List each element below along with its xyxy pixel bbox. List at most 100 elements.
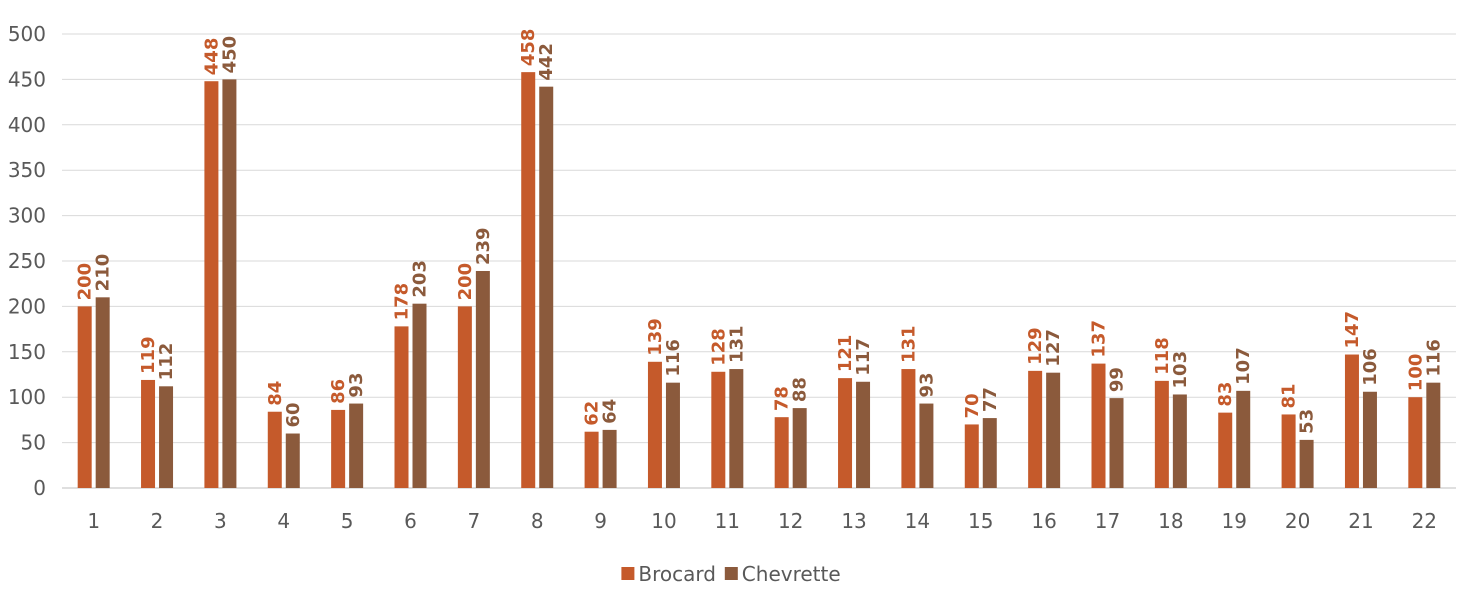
bar-chevrette-11 <box>729 369 744 488</box>
y-tick-label: 350 <box>8 158 46 182</box>
x-tick-label: 6 <box>404 509 417 533</box>
data-label-brocard-9: 62 <box>582 401 603 426</box>
x-tick-label: 18 <box>1158 509 1183 533</box>
bar-chevrette-14 <box>919 403 934 488</box>
data-label-brocard-21: 147 <box>1342 311 1363 349</box>
bar-chevrette-2 <box>159 386 174 488</box>
x-tick-label: 17 <box>1095 509 1120 533</box>
bar-chevrette-3 <box>222 79 237 489</box>
data-label-chevrette-22: 116 <box>1423 339 1444 377</box>
data-label-brocard-17: 137 <box>1089 320 1110 358</box>
bar-brocard-19 <box>1218 412 1233 488</box>
data-label-brocard-15: 70 <box>962 393 983 418</box>
y-tick-label: 250 <box>8 249 46 273</box>
y-tick-label: 50 <box>21 431 46 455</box>
data-label-brocard-20: 81 <box>1279 383 1300 408</box>
y-tick-label: 100 <box>8 385 46 409</box>
y-tick-label: 200 <box>8 294 46 318</box>
data-label-chevrette-18: 103 <box>1170 351 1191 389</box>
legend-swatch-chevrette <box>724 567 738 580</box>
bar-brocard-1 <box>77 306 92 488</box>
data-label-chevrette-13: 117 <box>853 338 874 376</box>
data-label-brocard-18: 118 <box>1152 337 1173 375</box>
data-label-brocard-11: 128 <box>708 328 729 366</box>
legend-swatch-brocard <box>621 567 635 580</box>
data-label-brocard-8: 458 <box>518 29 539 67</box>
y-axis-tick-labels: 0 50 100 150 200 250 300 350 400 450 500 <box>8 22 46 500</box>
x-tick-label: 8 <box>531 509 544 533</box>
x-axis-tick-labels: 1 2 3 4 5 6 7 8 9 10 11 12 13 14 15 16 17 18 19 20 21 22 <box>87 509 1437 533</box>
bar-chevrette-18 <box>1172 394 1187 488</box>
bar-brocard-22 <box>1408 397 1423 488</box>
bar-brocard-16 <box>1028 370 1043 488</box>
bar-chevrette-19 <box>1236 390 1251 488</box>
data-label-chevrette-9: 64 <box>600 399 621 424</box>
bar-chevrette-21 <box>1362 391 1377 488</box>
data-label-brocard-14: 131 <box>898 325 919 363</box>
bars <box>77 72 1441 489</box>
data-label-brocard-7: 200 <box>455 263 476 301</box>
x-tick-label: 7 <box>467 509 480 533</box>
bar-chevrette-7 <box>475 270 490 488</box>
x-tick-label: 15 <box>968 509 993 533</box>
bar-chevrette-1 <box>95 297 110 488</box>
bar-chevrette-6 <box>412 303 427 488</box>
x-tick-label: 20 <box>1285 509 1310 533</box>
data-label-chevrette-4: 60 <box>283 402 304 427</box>
bar-brocard-4 <box>267 411 282 488</box>
bar-brocard-12 <box>774 417 789 488</box>
bar-brocard-8 <box>521 72 536 489</box>
bar-brocard-14 <box>901 369 916 488</box>
bar-brocard-21 <box>1344 354 1359 488</box>
bar-chevrette-5 <box>349 403 364 488</box>
bar-brocard-6 <box>394 326 409 488</box>
bar-chevrette-4 <box>285 433 300 488</box>
bar-chevrette-17 <box>1109 398 1124 488</box>
bar-brocard-18 <box>1154 380 1169 488</box>
x-tick-label: 3 <box>214 509 227 533</box>
data-label-brocard-10: 139 <box>645 318 666 356</box>
bar-chevrette-13 <box>856 381 871 488</box>
x-tick-label: 1 <box>87 509 100 533</box>
y-tick-label: 400 <box>8 113 46 137</box>
x-tick-label: 19 <box>1222 509 1247 533</box>
x-tick-label: 2 <box>151 509 164 533</box>
bar-brocard-3 <box>204 81 219 488</box>
bar-chevrette-12 <box>792 408 807 488</box>
bar-brocard-20 <box>1281 414 1296 488</box>
bar-chevrette-22 <box>1426 382 1441 488</box>
data-label-chevrette-6: 203 <box>410 260 431 298</box>
bar-brocard-5 <box>331 409 346 488</box>
data-label-brocard-12: 78 <box>772 386 793 411</box>
x-tick-label: 14 <box>905 509 930 533</box>
data-label-brocard-3: 448 <box>201 38 222 76</box>
bar-brocard-17 <box>1091 363 1106 488</box>
data-label-chevrette-15: 77 <box>980 387 1001 412</box>
x-tick-label: 12 <box>778 509 803 533</box>
y-tick-label: 500 <box>8 22 46 46</box>
bar-chevrette-16 <box>1046 372 1061 488</box>
data-label-chevrette-14: 93 <box>916 372 937 397</box>
x-tick-label: 13 <box>841 509 866 533</box>
bar-brocard-9 <box>584 431 599 488</box>
data-label-brocard-19: 83 <box>1215 382 1236 407</box>
x-tick-label: 5 <box>341 509 354 533</box>
legend-label-chevrette: Chevrette <box>742 562 841 586</box>
y-tick-label: 300 <box>8 204 46 228</box>
data-label-chevrette-7: 239 <box>473 227 494 265</box>
data-label-chevrette-12: 88 <box>790 377 811 402</box>
x-tick-label: 16 <box>1031 509 1056 533</box>
x-tick-label: 9 <box>594 509 607 533</box>
data-label-chevrette-19: 107 <box>1233 347 1254 385</box>
bar-brocard-10 <box>647 361 662 488</box>
legend: Brocard Chevrette <box>621 562 841 586</box>
data-label-brocard-5: 86 <box>328 379 349 404</box>
legend-label-brocard: Brocard <box>638 562 716 586</box>
data-label-chevrette-2: 112 <box>156 343 177 381</box>
data-label-chevrette-17: 99 <box>1107 367 1128 392</box>
data-label-brocard-1: 200 <box>75 263 96 301</box>
bar-chevrette-10 <box>665 382 680 488</box>
x-tick-label: 10 <box>651 509 676 533</box>
